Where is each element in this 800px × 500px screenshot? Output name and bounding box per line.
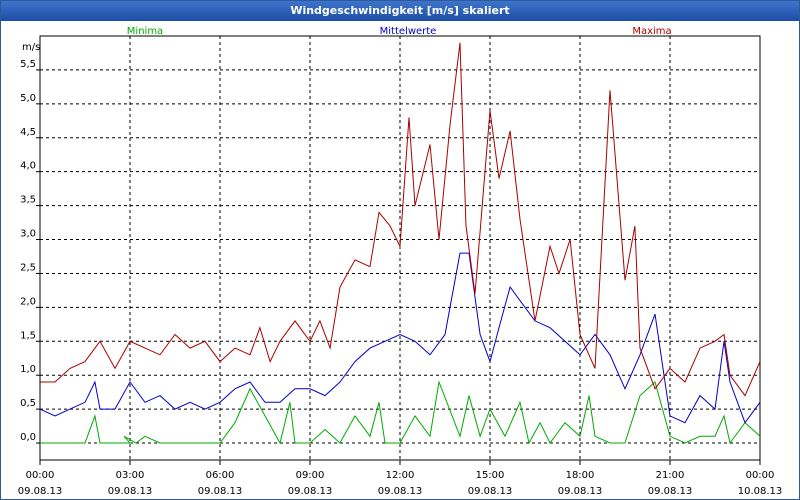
x-tick-date: 09.08.13 — [18, 486, 63, 497]
x-tick-date: 09.08.13 — [288, 486, 333, 497]
data-series — [39, 42, 761, 445]
x-tick-time: 03:00 — [116, 470, 145, 481]
x-tick-time: 15:00 — [476, 470, 505, 481]
x-tick-date: 10.08.13 — [738, 486, 783, 497]
y-tick-label: 3,5 — [20, 195, 36, 206]
x-tick-date: 09.08.13 — [468, 486, 513, 497]
y-tick-label: 5,5 — [20, 59, 36, 70]
x-tick-time: 12:00 — [386, 470, 415, 481]
y-axis-label: m/s — [22, 42, 40, 53]
series-line-mittelwerte — [39, 252, 761, 424]
x-tick-time: 00:00 — [26, 470, 55, 481]
x-tick-date: 09.08.13 — [648, 486, 693, 497]
x-tick-date: 09.08.13 — [558, 486, 603, 497]
y-tick-label: 0,0 — [20, 432, 36, 443]
y-tick-label: 4,0 — [20, 161, 36, 172]
x-tick-time: 06:00 — [206, 470, 235, 481]
x-tick-time: 18:00 — [566, 470, 595, 481]
y-tick-label: 4,5 — [20, 127, 36, 138]
x-tick-time: 00:00 — [746, 470, 775, 481]
x-tick-time: 09:00 — [296, 470, 325, 481]
x-tick-date: 09.08.13 — [378, 486, 423, 497]
y-tick-label: 1,5 — [20, 330, 36, 341]
legend-minima: Minima — [127, 26, 163, 37]
series-line-maxima — [40, 42, 761, 397]
legend-mittelwerte: Mittelwerte — [380, 26, 437, 37]
y-tick-label: 3,0 — [20, 229, 36, 240]
grid-lines — [40, 36, 760, 460]
y-tick-label: 0,5 — [20, 398, 36, 409]
legend-maxima: Maxima — [632, 26, 671, 37]
series-line-minima — [40, 380, 761, 445]
window-title: Windgeschwindigkeit [m/s] skaliert — [1, 1, 799, 21]
y-tick-label: 5,0 — [20, 93, 36, 104]
y-axis-ticks: 0,0 0,5 1,0 1,5 2,0 2,5 3,0 3,5 4,0 4,5 5,0 5,5 — [20, 59, 40, 444]
x-axis-ticks: 00:00 09.08.13 03:00 09.08.13 06:00 09.08.13 0… — [18, 460, 783, 497]
x-tick-time: 21:00 — [656, 470, 685, 481]
x-tick-date: 09.08.13 — [108, 486, 153, 497]
y-tick-label: 2,5 — [20, 262, 36, 273]
y-tick-label: 2,0 — [20, 296, 36, 307]
x-tick-date: 09.08.13 — [198, 486, 243, 497]
y-tick-label: 1,0 — [20, 364, 36, 375]
